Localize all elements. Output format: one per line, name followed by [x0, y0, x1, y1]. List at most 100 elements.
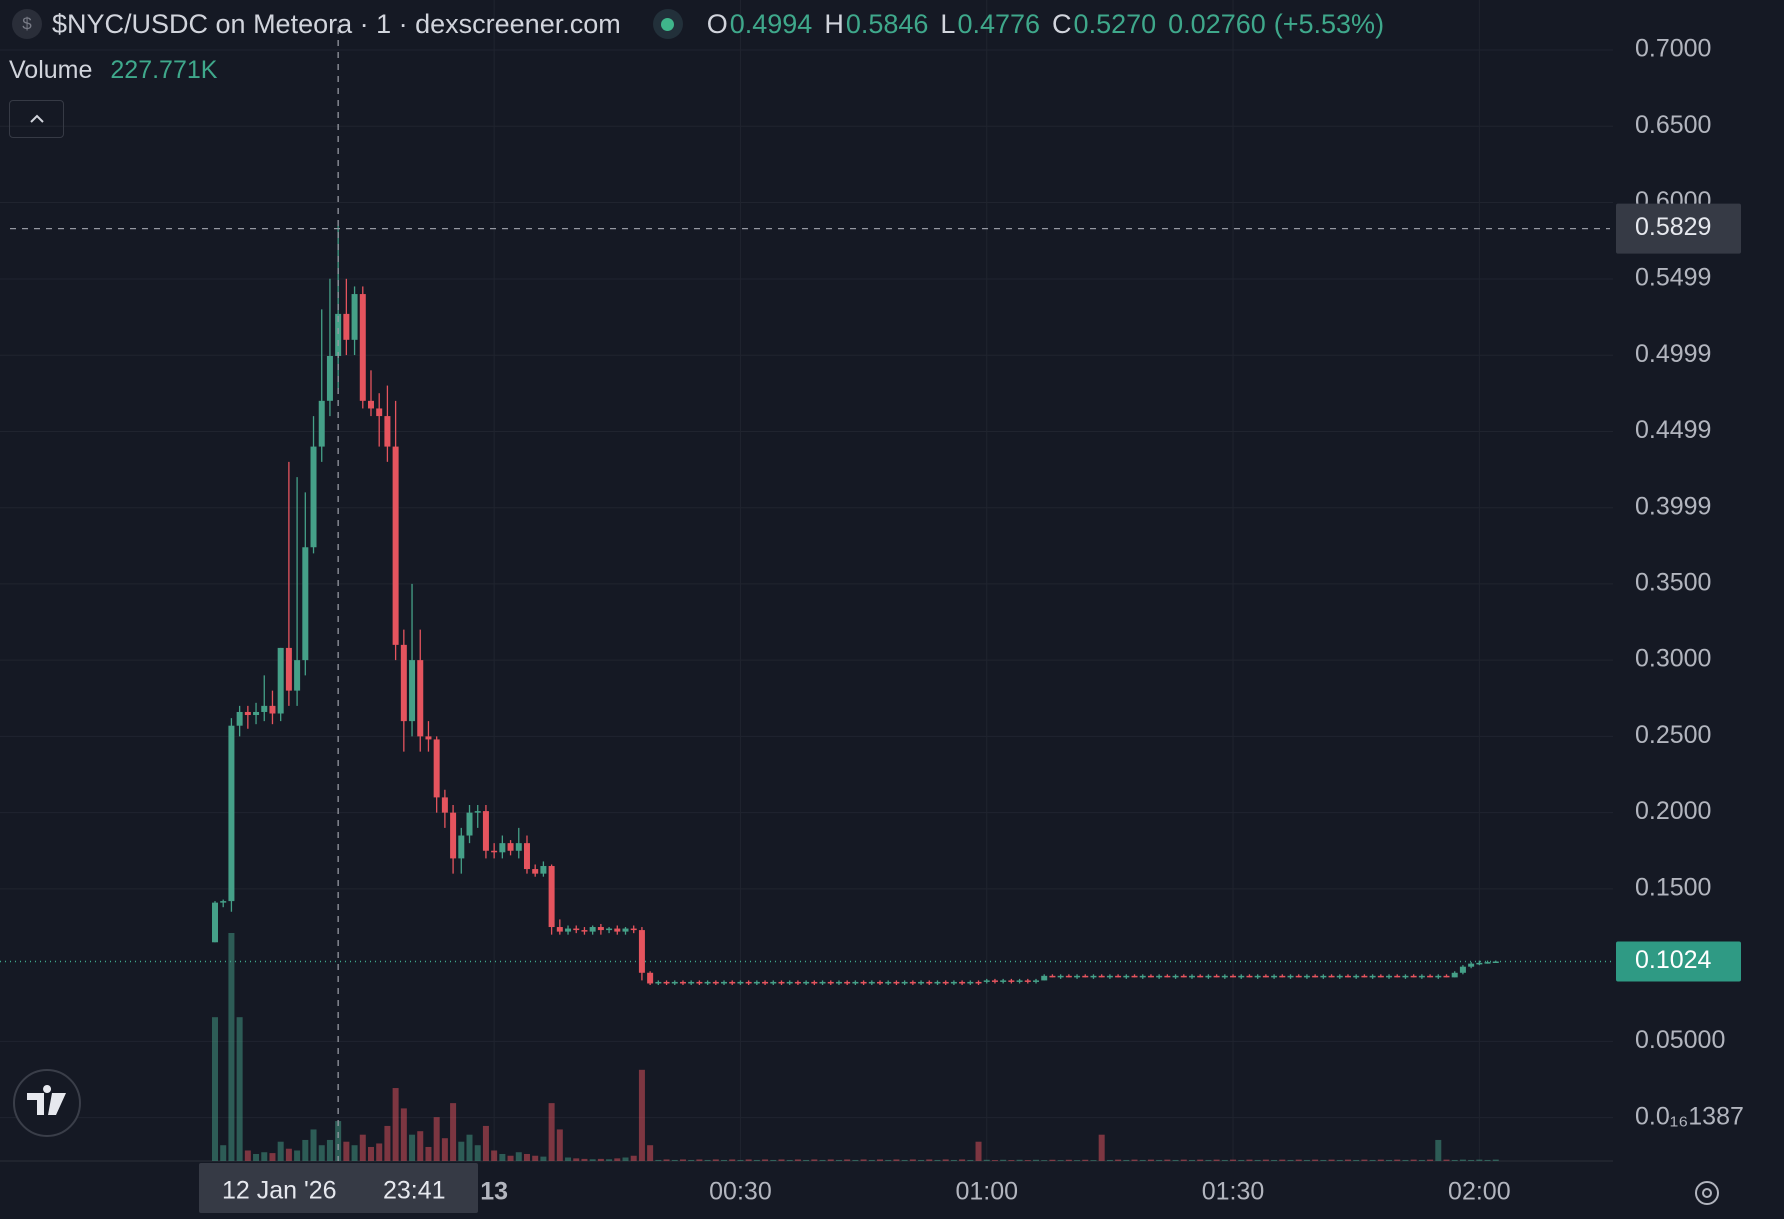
volume-bar [409, 1134, 416, 1161]
candle-body [244, 711, 251, 716]
candle-body [565, 928, 572, 932]
volume-bar [975, 1141, 982, 1161]
volume-bar [318, 1145, 325, 1161]
candle-body [450, 812, 457, 859]
y-tick-label: 0.3999 [1635, 492, 1711, 520]
volume-bar [860, 1159, 867, 1161]
volume-bar [253, 1153, 260, 1161]
candle-body [1418, 975, 1425, 978]
collapse-button[interactable] [9, 100, 64, 138]
volume-bar [433, 1117, 440, 1161]
x-tick-label: 01:00 [955, 1178, 1018, 1206]
candle-body [811, 981, 818, 984]
volume-bar [1427, 1159, 1434, 1161]
volume-bar [1049, 1159, 1056, 1161]
candle-body [269, 705, 276, 714]
volume-bar [1221, 1159, 1228, 1161]
volume-bar [491, 1150, 498, 1161]
volume-bar [819, 1159, 826, 1161]
candle-body [1336, 975, 1343, 978]
candle-body [1443, 975, 1450, 978]
volume-bar [753, 1159, 760, 1161]
candle-body [1197, 975, 1204, 978]
volume-bar [1033, 1159, 1039, 1161]
volume-bar [450, 1103, 457, 1161]
volume-bar [1312, 1159, 1319, 1161]
candle-body [1410, 975, 1417, 978]
legend-key: O [706, 8, 728, 39]
y-tick-label: 0.5499 [1635, 264, 1711, 292]
volume-bar [1065, 1159, 1072, 1161]
candle-body [589, 927, 596, 932]
volume-bar [778, 1159, 785, 1161]
candle-body [926, 981, 933, 984]
volume-bar [474, 1145, 481, 1161]
y-tick-label: 0.1500 [1635, 874, 1711, 902]
legend-value: 0.5846 [845, 8, 929, 39]
candle-body [909, 981, 916, 984]
candle-body [1033, 980, 1039, 982]
volume-bar [1262, 1159, 1269, 1161]
candle-body [228, 725, 235, 902]
logo-mark [27, 1085, 66, 1115]
candle-body [663, 981, 670, 984]
volume-bar [1369, 1159, 1376, 1161]
candle-body [491, 850, 498, 853]
volume-bar [803, 1159, 810, 1161]
candle-body [1451, 972, 1458, 978]
candle-body [1328, 975, 1335, 978]
candle-body [1377, 975, 1384, 978]
candle-body [285, 647, 292, 691]
volume-bar [417, 1131, 424, 1161]
candle-body [1353, 975, 1360, 978]
candle-body [1131, 975, 1138, 978]
volume-bar [1336, 1159, 1343, 1161]
candle-body [1394, 975, 1401, 978]
x-tick-label: 01:30 [1202, 1178, 1265, 1206]
settings-icon[interactable] [1695, 1181, 1719, 1205]
candle-body [934, 981, 941, 984]
candle-body [1049, 975, 1056, 978]
candle-body [1057, 975, 1064, 978]
gear-ring [1695, 1181, 1719, 1205]
candle-body [1213, 975, 1220, 978]
y-tick-label: 0.4999 [1635, 340, 1711, 368]
volume-bar [482, 1125, 489, 1161]
candle-body [474, 811, 481, 813]
candle-body [376, 408, 383, 417]
volume-bar [721, 1159, 728, 1161]
volume-bar [1361, 1159, 1368, 1161]
volume-bar [589, 1159, 596, 1161]
volume-bar [1344, 1159, 1351, 1161]
volume-bar [934, 1159, 941, 1161]
candle-body [343, 313, 350, 340]
volume-bar [671, 1159, 678, 1161]
candle-body [1090, 975, 1097, 978]
volume-bar [950, 1159, 957, 1161]
candle-body [409, 660, 416, 722]
candle-body [975, 981, 982, 984]
candle-body [466, 812, 473, 836]
candle-body [893, 981, 900, 984]
change-pct: (+5.53%) [1273, 8, 1385, 39]
volume-bar [1123, 1159, 1130, 1161]
candle-body [1427, 975, 1434, 978]
volume-label: Volume [9, 56, 93, 84]
candle-body [1287, 975, 1294, 978]
volume-bar [1410, 1159, 1417, 1161]
volume-bar [1197, 1159, 1204, 1161]
volume-bar [1106, 1159, 1113, 1161]
candle-body [770, 981, 777, 984]
candle-body [991, 980, 998, 982]
candle-body [1254, 975, 1261, 978]
volume-bar [1098, 1134, 1105, 1161]
candle-body [417, 660, 424, 737]
candle-body [392, 446, 399, 645]
candle-body [1074, 975, 1081, 978]
volume-bar [1090, 1160, 1097, 1161]
candle-body [1484, 962, 1491, 964]
volume-bar [852, 1159, 859, 1161]
candle-body [1295, 975, 1302, 978]
volume-bar [606, 1159, 613, 1161]
volume-bar [466, 1134, 473, 1161]
